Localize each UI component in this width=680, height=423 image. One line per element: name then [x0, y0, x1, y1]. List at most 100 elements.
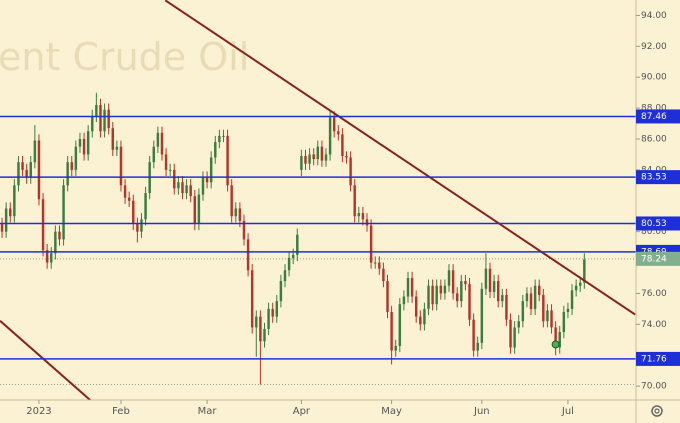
last-price-label: 78.24 [641, 254, 667, 264]
candle-body [460, 281, 463, 302]
candle-body [410, 277, 414, 297]
candle-body [529, 293, 533, 309]
candle-body [562, 311, 566, 333]
candle-body [234, 208, 238, 217]
candle-body [484, 268, 488, 289]
candle-body [455, 293, 459, 302]
x-tick-label: Mar [198, 406, 218, 417]
candle-body [546, 310, 549, 322]
candle-body [300, 155, 303, 170]
candle-body [185, 185, 188, 194]
candle-body [398, 304, 402, 346]
candle-body [99, 105, 102, 132]
candle-body [496, 281, 500, 302]
candle-body [45, 250, 49, 263]
candle-body [54, 231, 57, 254]
candle-body [447, 270, 451, 286]
candle-body [86, 131, 90, 155]
candle-body [337, 131, 340, 135]
candle-body [558, 332, 561, 348]
level-label: 87.46 [641, 112, 667, 122]
candle-body [271, 308, 274, 317]
candle-body [304, 155, 307, 164]
candle-body [78, 138, 82, 147]
candle-body [357, 213, 361, 217]
candle-body [123, 185, 127, 198]
y-tick-label: 76.00 [641, 289, 667, 299]
y-tick-label: 92.00 [641, 42, 667, 52]
candle-body [222, 135, 225, 137]
y-tick-label: 70.00 [641, 382, 667, 392]
level-label: 80.53 [641, 219, 667, 229]
settings-icon[interactable] [651, 405, 663, 417]
candle-body [201, 177, 205, 195]
y-tick-label: 86.00 [641, 134, 667, 144]
candle-body [132, 200, 135, 224]
level-label-box [636, 216, 680, 231]
candle-body [238, 208, 242, 221]
candle-body [521, 301, 525, 322]
candle-body [427, 285, 430, 309]
candle-body [267, 308, 270, 329]
candle-body [214, 142, 217, 158]
candle-body [246, 239, 250, 271]
candle-body [419, 316, 422, 325]
candle-body [382, 268, 385, 282]
candle-body [91, 115, 94, 132]
candle-body [583, 259, 586, 283]
candle-body [402, 296, 406, 305]
candle-body [173, 169, 176, 189]
candle-body [328, 117, 332, 155]
candle-body [492, 281, 496, 292]
level-label-box [636, 109, 680, 124]
candle-body [37, 140, 41, 200]
candle-body [451, 270, 455, 294]
candle-body [414, 296, 418, 317]
marker [551, 340, 560, 349]
y-tick-label: 94.00 [641, 11, 667, 21]
candle-body [197, 194, 201, 224]
y-tick-label: 88.00 [641, 104, 667, 114]
candle-body [283, 270, 287, 282]
candle-body [21, 162, 24, 170]
candle-body [168, 169, 172, 171]
candle-body [570, 290, 574, 309]
candle-body [542, 294, 545, 322]
candle-body [140, 219, 143, 232]
candle-body [480, 288, 484, 343]
candle-body [291, 254, 295, 258]
candle-body [574, 285, 578, 291]
candle-body [41, 199, 45, 251]
candle-body [517, 321, 520, 328]
candle-body [29, 162, 32, 178]
candle-body [394, 345, 397, 351]
candle-body [0, 223, 4, 232]
candle-body [324, 154, 328, 161]
candle-body [95, 105, 98, 116]
candle-body [279, 281, 283, 302]
candle-body [263, 328, 266, 342]
candle-body [164, 154, 168, 170]
candle-body [332, 117, 336, 132]
candle-body [66, 162, 69, 186]
x-tick-label: 2023 [26, 406, 51, 417]
candle-body [287, 257, 291, 271]
candle-body [406, 277, 410, 297]
candle-body [464, 281, 467, 285]
candle-body [62, 185, 65, 240]
candle-body [136, 223, 139, 232]
candle-body [316, 146, 320, 160]
x-tick-label: Jul [561, 406, 574, 417]
candle-body [189, 185, 192, 197]
candle-body [308, 154, 311, 164]
candle-body [378, 262, 381, 269]
trendline [0, 320, 92, 400]
last-price-box [636, 251, 680, 266]
candle-body [501, 294, 504, 302]
trendline [164, 0, 636, 316]
candle-body [82, 138, 86, 155]
candle-body [533, 285, 537, 309]
candle-body [550, 310, 553, 328]
